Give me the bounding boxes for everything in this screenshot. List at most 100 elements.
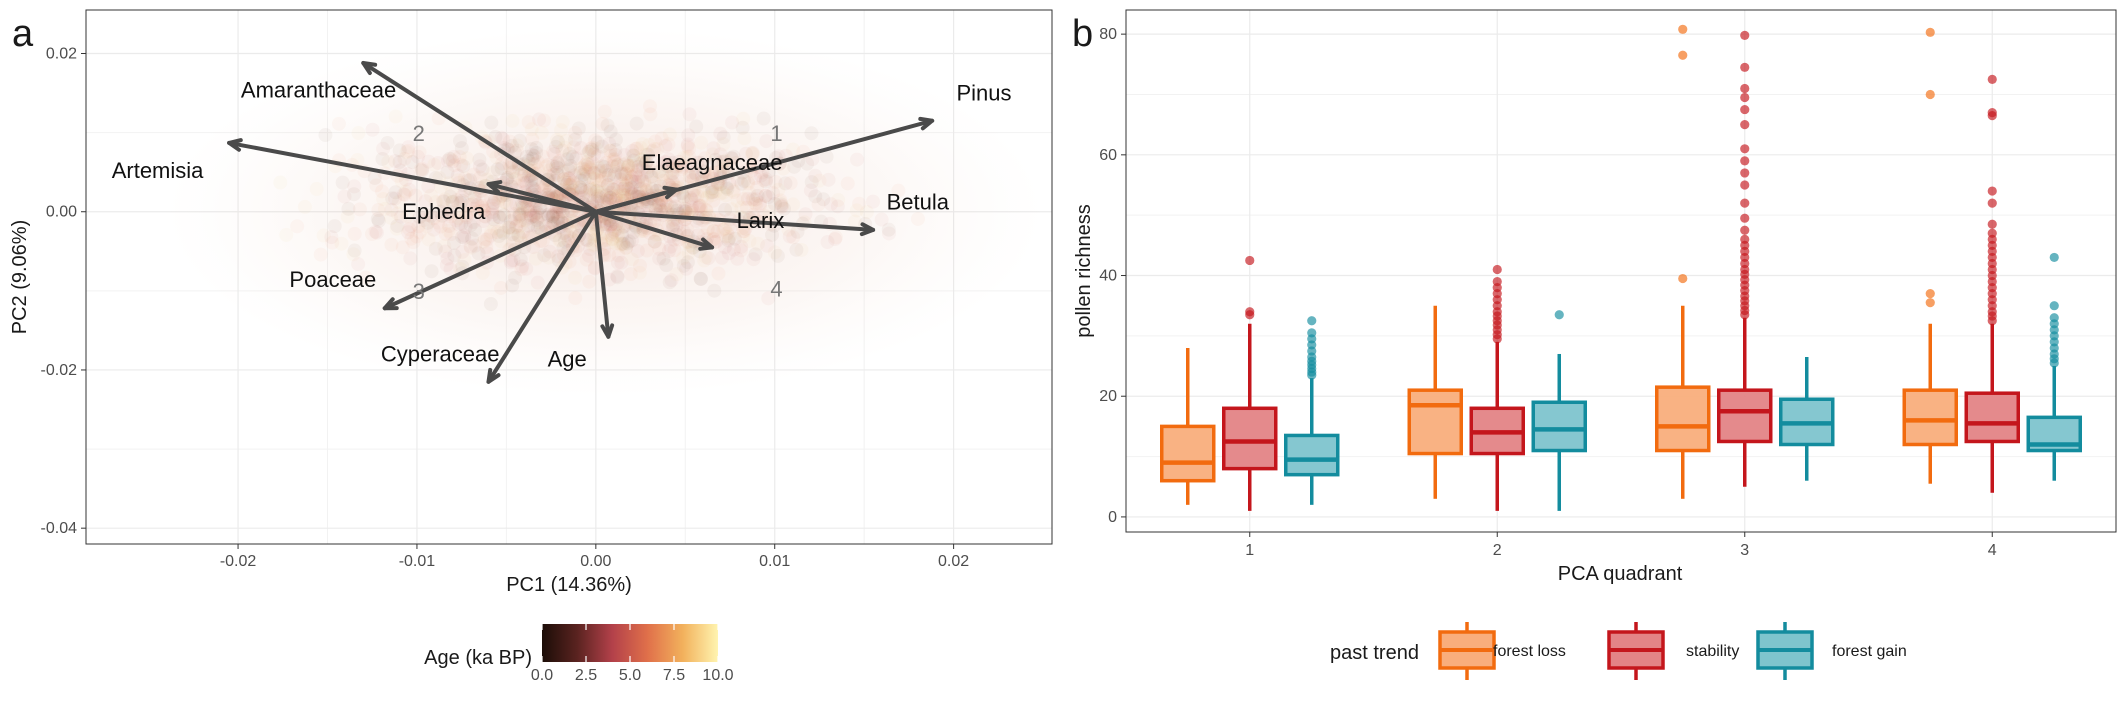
sample-point bbox=[745, 147, 760, 162]
y-tick-label: 40 bbox=[1099, 268, 1117, 285]
sample-point bbox=[831, 193, 846, 208]
outlier-point bbox=[1245, 255, 1255, 266]
sample-point bbox=[390, 218, 405, 233]
pca-y-ticks: -0.04 -0.02 0.00 0.02 bbox=[41, 46, 86, 537]
loading-arrows bbox=[227, 61, 935, 384]
sample-point bbox=[582, 274, 597, 289]
sample-point bbox=[519, 175, 534, 190]
sample-point bbox=[588, 133, 603, 148]
sample-point bbox=[380, 135, 395, 150]
sample-point bbox=[522, 203, 537, 218]
sample-point bbox=[647, 214, 662, 229]
sample-point bbox=[621, 158, 636, 173]
sample-point bbox=[610, 158, 625, 173]
outlier-point bbox=[1307, 316, 1317, 326]
sample-point bbox=[685, 203, 700, 218]
sample-point bbox=[536, 113, 551, 128]
sample-point bbox=[475, 265, 490, 280]
loading-label-pinus: Pinus bbox=[956, 80, 1011, 105]
box-forest-gain-q3 bbox=[1779, 356, 1835, 481]
sample-point bbox=[424, 188, 439, 203]
sample-point bbox=[470, 197, 485, 212]
sample-point bbox=[643, 107, 658, 122]
sample-point bbox=[631, 174, 646, 189]
sample-point bbox=[402, 182, 417, 197]
sample-point bbox=[596, 195, 611, 210]
sample-point bbox=[472, 152, 487, 167]
sample-point bbox=[736, 111, 751, 126]
sample-point bbox=[615, 187, 630, 202]
sample-point bbox=[635, 137, 650, 152]
sample-point bbox=[610, 255, 625, 270]
sample-point bbox=[598, 170, 613, 185]
outlier-point bbox=[1740, 144, 1750, 154]
sample-point bbox=[624, 174, 639, 189]
sample-point bbox=[740, 191, 755, 206]
arrow-head-amaranthaceae bbox=[361, 61, 378, 76]
sample-point bbox=[527, 218, 542, 233]
sample-point bbox=[816, 192, 831, 207]
sample-point bbox=[418, 194, 433, 209]
sample-point bbox=[821, 172, 836, 187]
box-forest-loss-q1 bbox=[1160, 347, 1216, 505]
sample-point bbox=[534, 125, 549, 140]
sample-point bbox=[725, 151, 740, 166]
sample-point bbox=[318, 128, 333, 143]
sample-point bbox=[655, 167, 670, 182]
sample-point bbox=[595, 173, 610, 188]
sample-point bbox=[647, 234, 662, 249]
sample-point bbox=[603, 144, 618, 159]
sample-point bbox=[674, 162, 689, 177]
sample-point bbox=[629, 116, 644, 131]
sample-point bbox=[635, 156, 650, 171]
sample-point bbox=[747, 196, 762, 211]
legend-key-forest-loss bbox=[1438, 622, 1496, 680]
sample-point bbox=[866, 194, 881, 209]
sample-point bbox=[504, 253, 519, 268]
sample-point bbox=[590, 191, 605, 206]
sample-point bbox=[741, 176, 756, 191]
sample-point bbox=[358, 270, 373, 285]
sample-point bbox=[496, 132, 511, 147]
sample-point bbox=[615, 228, 630, 243]
sample-point bbox=[659, 166, 674, 181]
sample-point bbox=[325, 235, 340, 250]
sample-point bbox=[588, 184, 603, 199]
sample-point bbox=[397, 187, 412, 202]
sample-point bbox=[475, 201, 490, 216]
sample-point bbox=[316, 228, 331, 243]
sample-point bbox=[388, 154, 403, 169]
box-y-ticks: 0 20 40 60 80 bbox=[1099, 26, 1126, 526]
sample-point bbox=[567, 168, 582, 183]
sample-point bbox=[624, 169, 639, 184]
sample-point bbox=[753, 168, 768, 183]
sample-point bbox=[713, 126, 728, 141]
sample-point bbox=[485, 198, 500, 213]
sample-point bbox=[726, 242, 741, 257]
sample-point bbox=[545, 209, 560, 224]
panel-a-label: a bbox=[12, 13, 34, 55]
sample-point bbox=[624, 173, 639, 188]
sample-point bbox=[489, 150, 504, 165]
sample-point bbox=[678, 204, 693, 219]
sample-point bbox=[706, 224, 721, 239]
sample-point bbox=[563, 231, 578, 246]
sample-point bbox=[473, 170, 488, 185]
outlier-point bbox=[1740, 83, 1750, 94]
sample-point bbox=[574, 182, 589, 197]
sample-point bbox=[541, 250, 556, 265]
sample-point bbox=[576, 167, 591, 182]
sample-point bbox=[661, 152, 676, 167]
sample-point bbox=[428, 195, 443, 210]
sample-point bbox=[683, 159, 698, 174]
sample-point bbox=[492, 210, 507, 225]
sample-point bbox=[663, 239, 678, 254]
sample-point bbox=[694, 271, 709, 286]
sample-point bbox=[614, 255, 629, 270]
sample-point bbox=[457, 253, 472, 268]
y-tick-label: 20 bbox=[1099, 388, 1117, 405]
sample-point bbox=[508, 171, 523, 186]
sample-point bbox=[413, 162, 428, 177]
box-forest-gain-q4 bbox=[2026, 252, 2082, 481]
sample-point bbox=[449, 193, 464, 208]
